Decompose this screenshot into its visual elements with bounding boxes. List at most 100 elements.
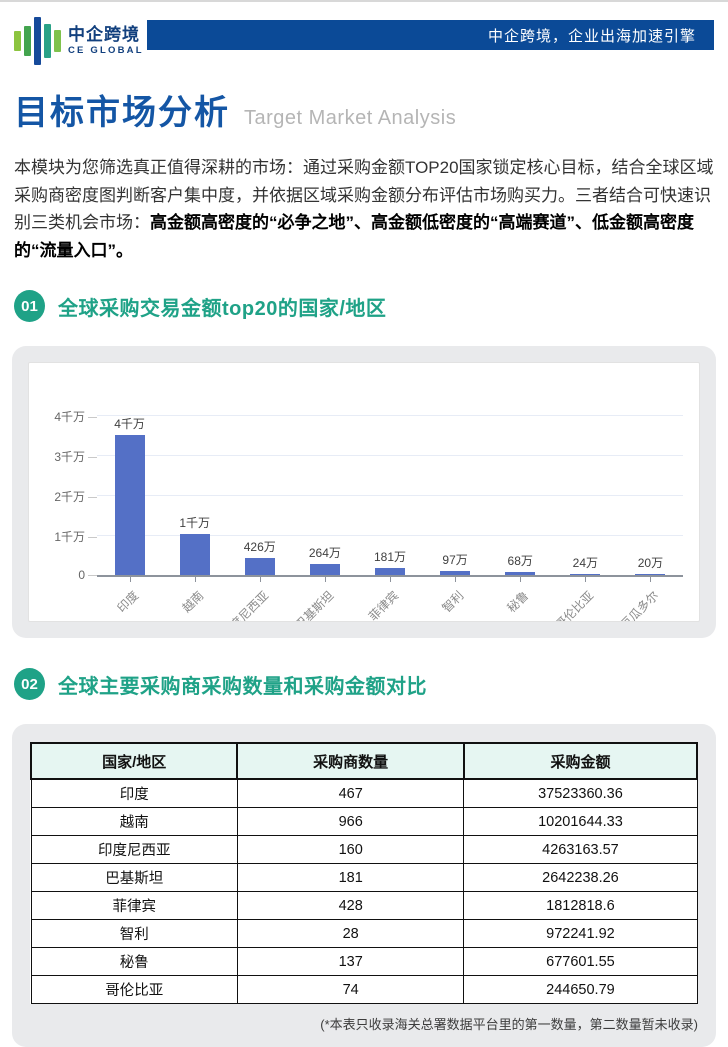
cell-country: 印度尼西亚 <box>30 835 238 865</box>
purchase-table: 国家/地区 采购商数量 采购金额 印度 467 37523360.36 越南 966 10… <box>29 742 699 1005</box>
chart-bars: 4千万 1千万 426万 264万 181万 97万 68万 24万 20万 <box>97 415 683 576</box>
x-category-label: 印度 <box>113 588 141 616</box>
table-row: 秘鲁 137 677601.55 <box>30 947 698 977</box>
cell-country: 越南 <box>30 807 238 837</box>
intro-text: 本模块为您筛选真正值得深耕的市场：通过采购金额TOP20国家锁定核心目标，结合全… <box>14 158 714 233</box>
bar-value-label: 426万 <box>243 540 276 555</box>
cell-quantity: 428 <box>236 891 465 921</box>
cell-quantity: 181 <box>236 863 465 893</box>
logo-bars-icon <box>14 17 64 65</box>
bar <box>309 564 340 576</box>
cell-country: 智利 <box>30 919 238 949</box>
col-header-amount: 采购金额 <box>462 742 699 781</box>
cell-amount: 1812818.6 <box>463 891 698 921</box>
y-tick-label: 3千万 <box>54 450 97 465</box>
x-slot: 越南 <box>162 577 227 621</box>
cell-quantity: 137 <box>236 947 465 977</box>
table-row: 智利 28 972241.92 <box>30 919 698 949</box>
header-banner: 中企跨境，企业出海加速引擎 <box>147 20 714 50</box>
company-logo: 中企跨境 CE GLOBAL <box>14 17 147 65</box>
table-row: 越南 966 10201644.33 <box>30 807 698 837</box>
table-row: 哥伦比亚 74 244650.79 <box>30 975 698 1005</box>
bar <box>114 435 145 576</box>
bar <box>635 574 666 576</box>
bar-slot: 68万 <box>488 415 553 576</box>
bar <box>374 568 405 576</box>
bar <box>440 571 471 576</box>
x-slot: 菲律宾 <box>357 577 422 621</box>
bar-value-label: 264万 <box>308 546 341 561</box>
col-header-quantity: 采购商数量 <box>236 742 465 781</box>
table-row: 巴基斯坦 181 2642238.26 <box>30 863 698 893</box>
cell-amount: 10201644.33 <box>463 807 698 837</box>
x-slot: 印度 <box>97 577 162 621</box>
section-02-title: 全球主要采购商采购数量和采购金额对比 <box>58 675 427 698</box>
cell-country: 哥伦比亚 <box>30 975 238 1005</box>
bar-value-label: 1千万 <box>179 516 210 531</box>
section-01-head: 01 全球采购交易金额top20的国家/地区 <box>14 290 714 323</box>
y-tick-label: 0 <box>78 568 97 583</box>
x-slot: 厄瓜多尔 <box>618 577 683 621</box>
cell-country: 菲律宾 <box>30 891 238 921</box>
bar-slot: 264万 <box>292 415 357 576</box>
section-01-title: 全球采购交易金额top20的国家/地区 <box>58 297 387 320</box>
x-category-label: 智利 <box>439 588 467 616</box>
cell-amount: 4263163.57 <box>463 835 698 865</box>
x-category-label: 厄瓜多尔 <box>617 588 662 623</box>
x-slot: 巴基斯坦 <box>292 577 357 621</box>
logo-name-cn: 中企跨境 <box>68 25 140 45</box>
x-slot: 智利 <box>423 577 488 621</box>
bar-slot: 20万 <box>618 415 683 576</box>
y-tick-label: 2千万 <box>54 490 97 505</box>
bar-value-label: 24万 <box>572 556 598 571</box>
bar <box>244 558 275 576</box>
table-row: 菲律宾 428 1812818.6 <box>30 891 698 921</box>
cell-amount: 2642238.26 <box>463 863 698 893</box>
y-tick-label: 1千万 <box>54 530 97 545</box>
x-slot: 秘鲁 <box>488 577 553 621</box>
intro-paragraph: 本模块为您筛选真正值得深耕的市场：通过采购金额TOP20国家锁定核心目标，结合全… <box>14 154 714 264</box>
title-block: 目标市场分析 Target Market Analysis <box>14 85 714 134</box>
table-row: 印度尼西亚 160 4263163.57 <box>30 835 698 865</box>
section-02-badge: 02 <box>14 668 45 701</box>
bar-slot: 1千万 <box>162 415 227 576</box>
bar <box>505 572 536 576</box>
logo-text: 中企跨境 CE GLOBAL <box>68 26 144 56</box>
cell-amount: 972241.92 <box>463 919 698 949</box>
bar-value-label: 68万 <box>507 554 533 569</box>
cell-country: 秘鲁 <box>30 947 238 977</box>
cell-quantity: 467 <box>236 778 465 809</box>
logo-name-en: CE GLOBAL <box>68 44 144 56</box>
section-01-badge: 01 <box>14 290 45 323</box>
bar-value-label: 181万 <box>373 550 406 565</box>
bar-value-label: 97万 <box>442 553 468 568</box>
table-row: 印度 467 37523360.36 <box>30 778 698 809</box>
cell-country: 印度 <box>30 778 238 809</box>
cell-amount: 244650.79 <box>463 975 698 1005</box>
x-category-label: 秘鲁 <box>504 588 532 616</box>
bar-slot: 181万 <box>357 415 422 576</box>
bar-chart: 4千万 3千万 2千万 1千万 0 4千万 1千万 426万 264万 181万 97万 68万 24… <box>28 362 700 623</box>
cell-quantity: 28 <box>236 919 465 949</box>
cell-country: 巴基斯坦 <box>30 863 238 893</box>
x-slot: 印度尼西亚 <box>219 577 292 621</box>
bar <box>179 534 210 576</box>
col-header-country: 国家/地区 <box>29 742 239 781</box>
y-tick-label: 4千万 <box>54 410 97 425</box>
chart-plot: 4千万 1千万 426万 264万 181万 97万 68万 24万 20万 <box>97 415 683 578</box>
bar-slot: 4千万 <box>97 415 162 576</box>
cell-amount: 37523360.36 <box>463 778 698 809</box>
x-category-label: 哥伦比亚 <box>552 588 597 623</box>
bar-value-label: 20万 <box>637 556 664 571</box>
cell-quantity: 160 <box>236 835 465 865</box>
bar-slot: 426万 <box>227 415 292 576</box>
table-card: 国家/地区 采购商数量 采购金额 印度 467 37523360.36 越南 966 10… <box>12 724 716 1047</box>
bar <box>570 574 601 576</box>
bar-slot: 97万 <box>423 415 488 576</box>
page-subtitle: Target Market Analysis <box>244 107 457 129</box>
x-category-label: 巴基斯坦 <box>292 588 337 623</box>
x-category-label: 越南 <box>179 588 206 616</box>
section-02-head: 02 全球主要采购商采购数量和采购金额对比 <box>14 668 714 701</box>
chart-y-axis: 4千万 3千万 2千万 1千万 0 <box>41 410 97 582</box>
